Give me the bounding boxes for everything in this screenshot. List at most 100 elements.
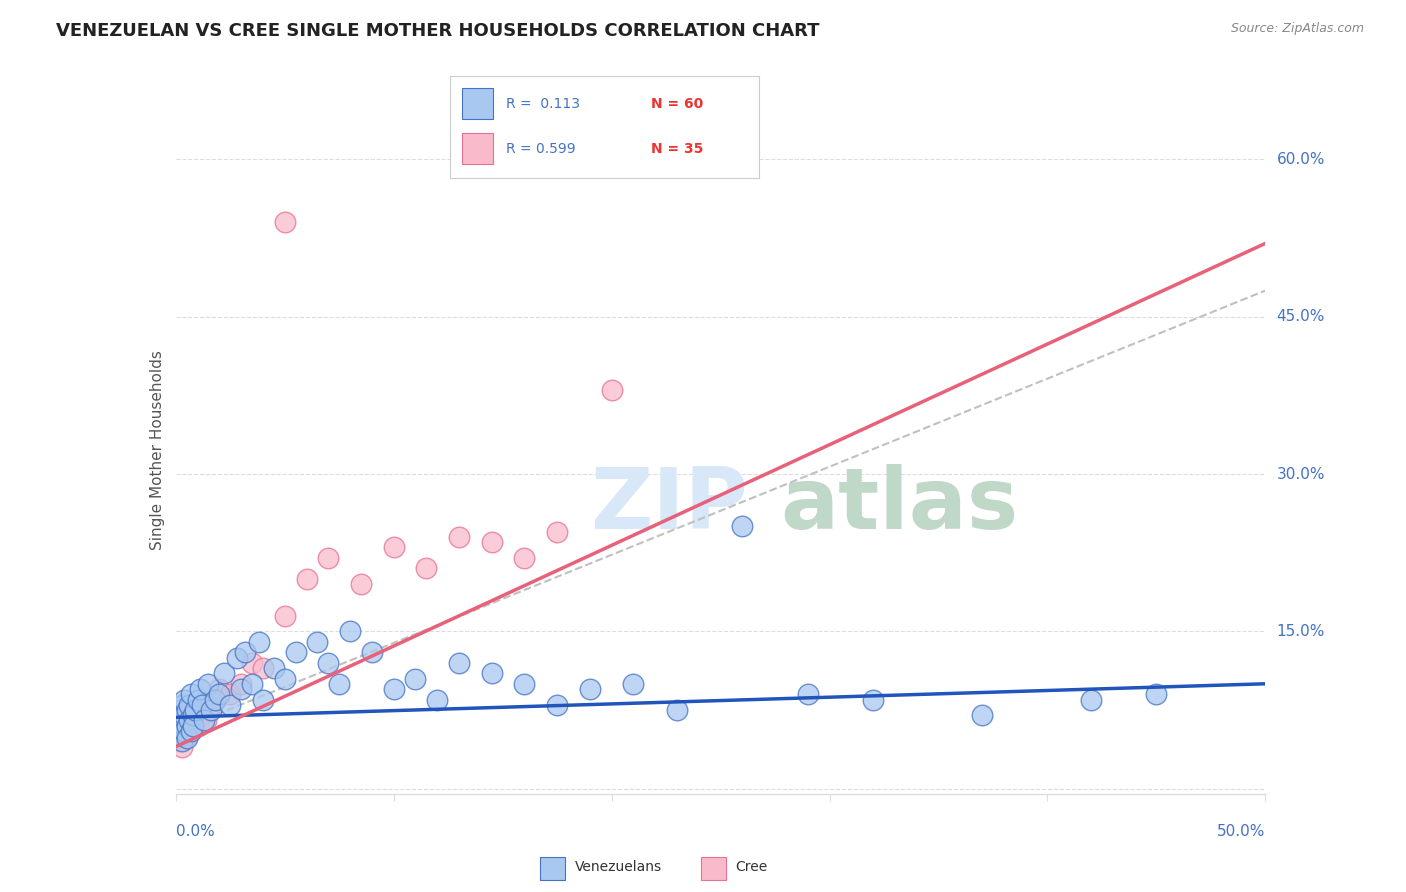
Point xyxy=(274,608,297,623)
Point xyxy=(546,524,568,539)
Point xyxy=(173,708,195,723)
Point xyxy=(240,656,263,670)
Point xyxy=(173,714,195,728)
Point xyxy=(200,698,222,712)
Point xyxy=(212,666,235,681)
Point xyxy=(225,650,247,665)
Point xyxy=(247,635,270,649)
Point xyxy=(274,215,297,229)
Point xyxy=(176,729,198,743)
Point xyxy=(172,734,194,748)
Point xyxy=(621,677,644,691)
Text: Cree: Cree xyxy=(735,861,768,874)
Text: R =  0.113: R = 0.113 xyxy=(506,96,579,111)
Point xyxy=(169,729,191,743)
Point xyxy=(191,698,214,712)
Point xyxy=(513,550,536,565)
Point xyxy=(167,723,190,738)
Point xyxy=(481,535,503,549)
Point xyxy=(173,723,195,738)
Point xyxy=(188,681,211,696)
Point xyxy=(169,734,191,748)
Bar xyxy=(702,857,725,880)
Point xyxy=(180,687,202,701)
Point xyxy=(167,723,190,738)
Point xyxy=(167,714,190,728)
Point xyxy=(481,666,503,681)
Point xyxy=(328,677,350,691)
Point xyxy=(415,561,437,575)
Point xyxy=(181,714,204,728)
Point xyxy=(970,708,993,723)
Point xyxy=(235,645,257,659)
Point xyxy=(231,681,253,696)
Point xyxy=(204,692,226,706)
Point xyxy=(219,698,242,712)
Bar xyxy=(463,88,494,119)
Y-axis label: Single Mother Households: Single Mother Households xyxy=(149,351,165,550)
Point xyxy=(208,681,231,696)
Point xyxy=(186,692,209,706)
Point xyxy=(191,708,214,723)
Point xyxy=(318,656,340,670)
Point xyxy=(666,703,689,717)
Point xyxy=(186,719,209,733)
Point xyxy=(169,703,191,717)
Point xyxy=(252,661,274,675)
Point xyxy=(360,645,382,659)
Point xyxy=(184,703,207,717)
Point xyxy=(208,687,231,701)
Point xyxy=(176,703,198,717)
Point xyxy=(546,698,568,712)
Text: R = 0.599: R = 0.599 xyxy=(506,142,575,155)
Point xyxy=(796,687,818,701)
Point xyxy=(579,681,602,696)
Point xyxy=(177,714,200,728)
Text: VENEZUELAN VS CREE SINGLE MOTHER HOUSEHOLDS CORRELATION CHART: VENEZUELAN VS CREE SINGLE MOTHER HOUSEHO… xyxy=(56,22,820,40)
Text: 60.0%: 60.0% xyxy=(1277,152,1324,167)
Point xyxy=(176,731,198,746)
Point xyxy=(176,723,198,738)
Point xyxy=(193,714,215,728)
Point xyxy=(195,714,218,728)
Point xyxy=(181,719,204,733)
Point xyxy=(600,383,623,397)
Point xyxy=(447,530,470,544)
Point xyxy=(731,519,754,533)
Point xyxy=(200,703,222,717)
Text: atlas: atlas xyxy=(780,464,1019,547)
Text: 45.0%: 45.0% xyxy=(1277,310,1324,325)
Point xyxy=(295,572,318,586)
Text: 0.0%: 0.0% xyxy=(176,824,215,839)
Point xyxy=(180,723,202,738)
Point xyxy=(219,687,242,701)
Point xyxy=(197,677,219,691)
Point xyxy=(318,550,340,565)
Point xyxy=(263,661,285,675)
Point xyxy=(1144,687,1167,701)
Point xyxy=(172,739,194,754)
Point xyxy=(172,719,194,733)
Point xyxy=(405,672,427,686)
Text: 30.0%: 30.0% xyxy=(1277,467,1324,482)
Text: Venezuelans: Venezuelans xyxy=(575,861,662,874)
Bar xyxy=(540,857,565,880)
Point xyxy=(180,723,202,738)
Text: 50.0%: 50.0% xyxy=(1218,824,1265,839)
Point xyxy=(252,692,274,706)
Point xyxy=(513,677,536,691)
Text: N = 60: N = 60 xyxy=(651,96,703,111)
Point xyxy=(204,692,226,706)
Point xyxy=(181,708,204,723)
Point xyxy=(426,692,449,706)
Point xyxy=(231,677,253,691)
Point xyxy=(240,677,263,691)
Point xyxy=(173,692,195,706)
Point xyxy=(447,656,470,670)
Point xyxy=(167,714,190,728)
Point xyxy=(172,719,194,733)
Point xyxy=(307,635,329,649)
Bar xyxy=(463,133,494,164)
Text: N = 35: N = 35 xyxy=(651,142,703,155)
Point xyxy=(173,708,195,723)
